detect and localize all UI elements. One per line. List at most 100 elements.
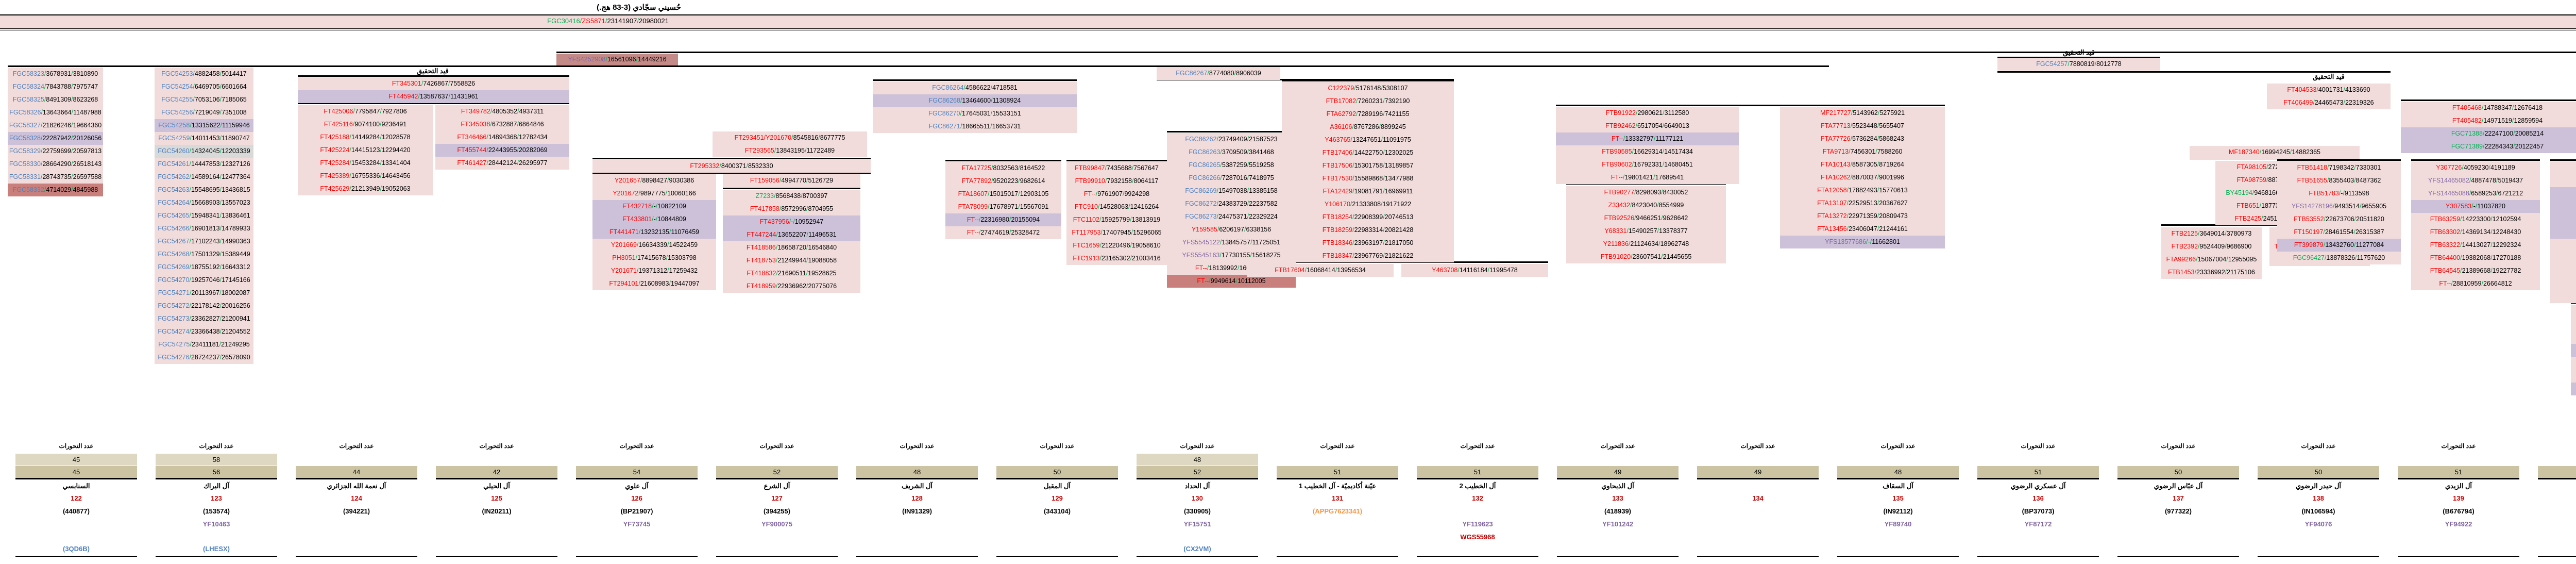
snp-cell[interactable]: Y222808/5328864/5460823	[2550, 161, 2576, 174]
footer-share-code[interactable]: (LHESX)	[203, 545, 230, 553]
snp-cell[interactable]: FT431520/-/10795201	[2550, 200, 2576, 213]
snp-cell[interactable]: FTB17406/14422750/12302025	[1282, 146, 1454, 159]
snp-cell[interactable]: FTB51418/7198342/7330301	[2277, 161, 2401, 174]
snp-cell[interactable]: FT406499/24465473/22319326	[2267, 96, 2391, 109]
snp-cell[interactable]: FGC96377/22449768/20287882	[2571, 383, 2576, 395]
snp-cell[interactable]: M7348/18952261/16840381	[2550, 277, 2576, 290]
footer-yfull-id[interactable]: YF89740	[1884, 520, 1912, 528]
snp-cell[interactable]: FTB90585/16629314/14517434	[1556, 145, 1739, 158]
footer-mutation-count[interactable]: 51	[1277, 466, 1398, 479]
snp-cell[interactable]: FTA77713/5523448/5655407	[1780, 120, 1945, 132]
footer-yfull-id[interactable]: YF119623	[1462, 520, 1493, 528]
footer-kit-number[interactable]: (BP21907)	[620, 507, 653, 515]
snp-cell[interactable]: FTA78099/17678971/15567091	[945, 201, 1061, 213]
snp-cell[interactable]: FGC54271/20113967/18002087	[155, 287, 253, 300]
snp-cell[interactable]: FGC54272/22178142/20016256	[155, 300, 253, 312]
footer-kit-number[interactable]: (418939)	[1604, 507, 1632, 515]
snp-cell[interactable]: FT399879/13432760/11277084	[2277, 239, 2401, 252]
footer-mutation-count[interactable]: 49	[1697, 466, 1819, 479]
snp-cell[interactable]: FGC54261/14447853/12327126	[155, 158, 253, 171]
snp-cell[interactable]: Y68331/15490257/13378377	[1566, 225, 1726, 238]
snp-cell[interactable]: FGC54264/15668903/13557023	[155, 196, 253, 209]
snp-cell[interactable]: FTB99910/7932158/8064117	[1066, 175, 1167, 188]
snp-cell[interactable]: FT--/13332797/11177121	[1556, 132, 1739, 145]
snp-cell[interactable]: FTB64545/21389668/19227782	[2411, 264, 2540, 277]
snp-cell[interactable]: FGC86264/4586622/4718581	[873, 81, 1077, 94]
footer-kit-number[interactable]: (BP37073)	[2022, 507, 2055, 515]
snp-cell[interactable]: FT418832/21690511/19528625	[723, 267, 860, 280]
snp-cell[interactable]: FTB90602/16792331/14680451	[1556, 158, 1739, 171]
snp-cell[interactable]: FGC54259/14011453/11890747	[155, 132, 253, 145]
snp-cell[interactable]: FGC54254/6469705/6601664	[155, 80, 253, 93]
footer-mutation-count[interactable]: 50	[2258, 466, 2379, 479]
footer-yfull-id[interactable]: YF94922	[2445, 520, 2472, 528]
snp-cell[interactable]: FTB17082/7260231/7392190	[1282, 95, 1454, 108]
snp-cell[interactable]: FGC86270/17645031/15533151	[873, 107, 1077, 120]
footer-kit-number[interactable]: (B676794)	[2443, 507, 2475, 515]
footer-kit-number[interactable]: (977322)	[2164, 507, 2192, 515]
snp-cell[interactable]: Z7233/8568438/8700397	[723, 190, 860, 203]
footer-mutation-count[interactable]: 49	[1557, 466, 1679, 479]
snp-cell[interactable]: FT--/22316980/20155094	[945, 213, 1061, 226]
snp-cell[interactable]: FGC54256/7219049/7351008	[155, 106, 253, 119]
footer-wgs-id[interactable]: WGS55968	[1460, 533, 1495, 541]
footer-mutation-count[interactable]: 51	[1977, 466, 2099, 479]
snp-cell[interactable]: FGC58329/22759699/20597813	[8, 145, 103, 158]
snp-cell[interactable]: FT293451/Y201670/8545816/8677775	[713, 131, 867, 144]
snp-cell[interactable]: FT425629/21213949/19052063	[298, 183, 433, 195]
snp-cell[interactable]: FGC58332/4714029/4845988	[8, 184, 103, 196]
snp-cell[interactable]: FTB18346/23963197/21817050	[1282, 237, 1454, 250]
snp-cell[interactable]: FTB17604/16068414/13956534	[1247, 264, 1394, 277]
snp-cell[interactable]: FT425389/16755336/14643456	[298, 170, 433, 183]
snp-cell[interactable]: FT--/28810959/26664812	[2411, 277, 2540, 290]
snp-cell[interactable]: FGC54255/7053106/7185065	[155, 93, 253, 106]
snp-cell[interactable]: YFS13577686/-/11662801	[1780, 236, 1945, 248]
footer-yfull-id[interactable]: YF94076	[2304, 520, 2332, 528]
snp-cell[interactable]: C122379/5176148/5308107	[1282, 82, 1454, 95]
snp-cell[interactable]: FT430997/-/10782801	[2550, 187, 2576, 200]
footer-mutation-count[interactable]: 54	[576, 466, 698, 479]
snp-cell[interactable]: FT404969/7235771/7367730	[2571, 305, 2576, 318]
footer-kit-number[interactable]: (153574)	[202, 507, 230, 515]
snp-cell[interactable]: FGC86272/24383729/22237582	[1167, 197, 1296, 210]
snp-cell[interactable]: FT432718/-/10822109	[592, 200, 716, 213]
snp-cell[interactable]: Y106170/21333808/19171922	[1282, 198, 1454, 211]
snp-cell[interactable]: PH3051/17415678/15303798	[592, 252, 716, 264]
footer-kit-number[interactable]: (343104)	[1043, 507, 1071, 515]
snp-cell[interactable]: FT432116/-/10807771	[2550, 213, 2576, 226]
snp-cell[interactable]: Y201669/16634339/14522459	[592, 239, 716, 252]
snp-cell[interactable]: FTB53552/22673706/20511820	[2277, 213, 2401, 226]
snp-cell[interactable]: FGC54257/7880819/8012778	[1997, 58, 2160, 71]
snp-cell[interactable]: FTA13456/23406047/21244161	[1780, 223, 1945, 236]
footer-mutation-count[interactable]: 42	[436, 466, 557, 479]
snp-cell[interactable]: FTA77726/5736284/5868243	[1780, 132, 1945, 145]
snp-cell[interactable]: FT461427/28442124/26295977	[435, 157, 569, 170]
snp-cell[interactable]: FTB63322/14413027/12292324	[2411, 239, 2540, 252]
snp-cell[interactable]: FGC54276/28724237/26578090	[155, 351, 253, 364]
footer-share-code[interactable]: (62SH7)	[2557, 544, 2576, 554]
footer-mutation-count-secondary[interactable]: 48	[1137, 454, 1258, 466]
snp-cell[interactable]: FGC86267/8774080/8906039	[1157, 67, 1280, 80]
snp-cell[interactable]: FT438856/-/10976731	[2571, 344, 2576, 357]
footer-mutation-count-secondary[interactable]: 45	[15, 454, 137, 466]
footer-mutation-count[interactable]: 56	[156, 466, 277, 479]
footer-mutation-count[interactable]: 50	[2117, 466, 2239, 479]
snp-cell[interactable]: FT425188/14149284/12028578	[298, 131, 433, 144]
snp-cell[interactable]: FGC54260/14324045/12203339	[155, 145, 253, 158]
snp-cell[interactable]: FTA17725/8032563/8164522	[945, 162, 1061, 175]
snp-cell[interactable]: FT404896/6704461/6836420	[2550, 174, 2576, 187]
snp-cell[interactable]: FGC54258/13315622/11159946	[155, 119, 253, 132]
snp-cell[interactable]: FT418753/21249944/19088058	[723, 254, 860, 267]
snp-cell[interactable]: FTC910/14528063/12416264	[1066, 201, 1167, 213]
snp-cell[interactable]: FT418586/18658720/16546840	[723, 241, 860, 254]
snp-cell[interactable]: FTB18347/23967769/21821622	[1282, 250, 1454, 262]
snp-cell[interactable]: FTC1102/15925799/13813919	[1066, 213, 1167, 226]
snp-cell[interactable]: FGC58325/8491309/8623268	[8, 93, 103, 106]
snp-cell[interactable]: YFS14278196/9493514/9655905	[2277, 200, 2401, 213]
snp-cell[interactable]: Y159585/6206197/6338156	[1167, 223, 1296, 236]
snp-cell[interactable]: FGC58331/28743735/26597588	[8, 171, 103, 184]
snp-cell[interactable]: FT345301/7426867/7558826	[298, 77, 569, 90]
snp-cell[interactable]: FT425006/7795847/7927806	[298, 105, 433, 118]
snp-cell[interactable]: FGC86266/7287016/7418975	[1167, 172, 1296, 185]
snp-cell[interactable]: FT150197/28461554/26315387	[2277, 226, 2401, 239]
